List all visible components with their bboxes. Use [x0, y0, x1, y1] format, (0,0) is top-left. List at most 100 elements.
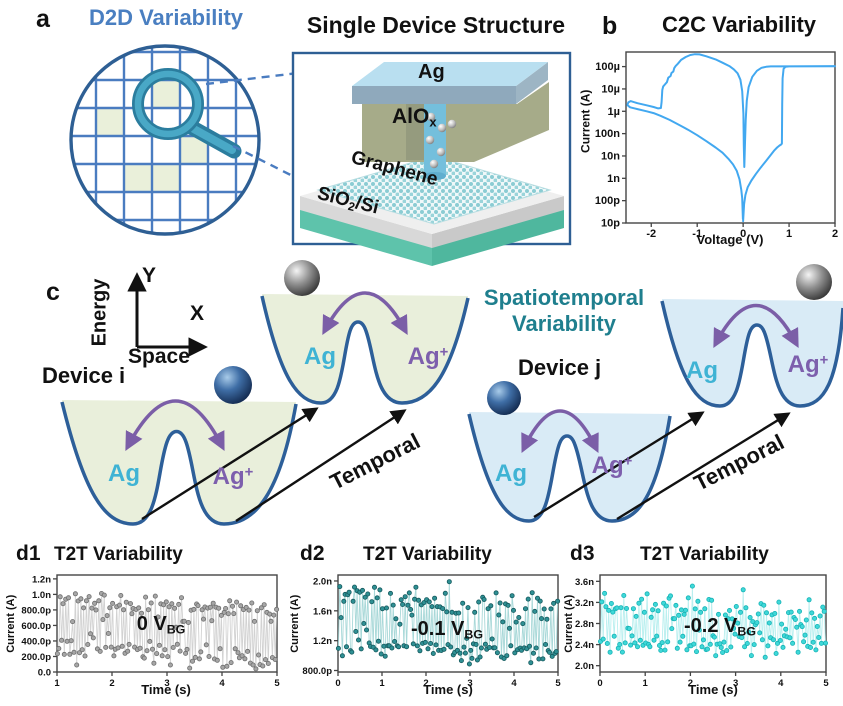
svg-text:2: 2 [423, 678, 428, 689]
svg-text:100µ: 100µ [595, 61, 620, 73]
panel-d3-xlabel: Time (s) [688, 682, 738, 697]
svg-text:-2: -2 [646, 228, 656, 240]
svg-text:3: 3 [733, 678, 738, 689]
space-axis-label: Space [128, 345, 190, 368]
panel-b-title: C2C Variability [661, 12, 817, 37]
svg-text:-1: -1 [692, 228, 702, 240]
svg-text:10p: 10p [601, 218, 620, 230]
panel-d2-annotation: -0.1 VBG [411, 618, 483, 642]
svg-text:1.2n: 1.2n [32, 574, 51, 585]
svg-text:1.6n: 1.6n [313, 606, 332, 617]
device-i-label: Device i [42, 363, 126, 388]
svg-text:1.2n: 1.2n [313, 636, 332, 647]
device-structure-title: Single Device Structure [306, 12, 566, 38]
hopping-arrows [125, 291, 799, 454]
svg-text:2: 2 [688, 678, 693, 689]
svg-text:3: 3 [467, 678, 472, 689]
spatiotemporal-title-line1: Spatiotemporal [483, 285, 645, 310]
svg-text:10µ: 10µ [601, 83, 620, 95]
svg-text:1: 1 [643, 678, 649, 689]
panel-d3-ylabel: Current (A) [563, 594, 576, 653]
ag-well-label-i-front: Ag [304, 343, 336, 370]
panel-d3-title: T2T Variability [640, 544, 769, 565]
svg-text:5: 5 [823, 678, 829, 689]
svg-text:3: 3 [164, 678, 169, 689]
c2c_iv-plot: -2 -1 0 1 2 10p 100p 1n 10n 100n 1µ 10µ 100µ [595, 51, 838, 240]
svg-text:3.2n: 3.2n [575, 598, 594, 609]
ion-spheres [214, 260, 832, 415]
blue-sphere-device-i [214, 366, 252, 404]
panel-d1-ylabel: Current (A) [5, 594, 18, 653]
panel-d3-annotation: -0.2 VBG [684, 615, 756, 639]
svg-text:10n: 10n [601, 150, 620, 162]
rtn-connector-line [56, 593, 278, 669]
svg-text:2.4n: 2.4n [575, 640, 594, 651]
svg-text:2.8n: 2.8n [575, 619, 594, 630]
svg-text:800.0p: 800.0p [302, 666, 332, 677]
rtn-scatter-points [54, 591, 280, 672]
svg-text:100p: 100p [595, 195, 620, 207]
panel-d2-xlabel: Time (s) [423, 682, 473, 697]
oxide-label: AlOx [392, 105, 437, 130]
panel-d2-label: d2 [300, 542, 325, 565]
svg-text:1: 1 [786, 228, 792, 240]
svg-text:0: 0 [740, 228, 746, 240]
t2t_d2-plot: 0 1 2 3 4 5 800.0p 1.2n 1.6n 2.0n [302, 574, 561, 689]
svg-text:4: 4 [219, 678, 225, 689]
rtn-scatter-points [335, 579, 561, 667]
panel-c-label: c [46, 278, 60, 306]
ag-well-label-j-back: Ag [495, 460, 527, 487]
energy-space-axes [127, 272, 208, 357]
svg-text:100n: 100n [595, 128, 620, 140]
x-axis-letter: X [190, 302, 205, 325]
temporal-axis-arrows [141, 407, 791, 523]
svg-text:5: 5 [555, 678, 561, 689]
panel-b-xlabel: Voltage (V) [696, 232, 764, 247]
panel-b-label: b [602, 12, 618, 40]
svg-text:2: 2 [832, 228, 838, 240]
spatiotemporal-title-line2: Variability [512, 311, 616, 336]
graphene-sheet [316, 155, 552, 225]
filament-pillar [424, 104, 446, 176]
panel-d1-xlabel: Time (s) [141, 682, 191, 697]
ag-well-label-j-front: Ag [686, 357, 718, 384]
panel-d1-label: d1 [16, 542, 41, 565]
svg-text:600.0p: 600.0p [21, 621, 51, 632]
panel-d1-annotation: 0 VBG [136, 613, 186, 637]
ag-ion-well-label-j-front: Ag+ [787, 351, 829, 378]
svg-text:200.0p: 200.0p [21, 652, 51, 663]
gray-sphere-device-i [284, 260, 320, 296]
svg-text:1: 1 [379, 678, 385, 689]
ag-well-label-i-back: Ag [108, 460, 140, 487]
svg-text:400.0p: 400.0p [21, 636, 51, 647]
ag-ion-well-label-i-back: Ag+ [212, 463, 254, 490]
svg-text:2.0n: 2.0n [313, 576, 332, 587]
panel-d1-title: T2T Variability [54, 544, 183, 565]
svg-text:1n: 1n [607, 173, 620, 185]
svg-text:4: 4 [778, 678, 784, 689]
blue-sphere-device-j [487, 381, 521, 415]
ag-ion-well-label-i-front: Ag+ [407, 343, 449, 370]
wafer-outline [69, 44, 261, 236]
svg-text:0: 0 [335, 678, 340, 689]
t2t_d3-plot: 0 1 2 3 4 5 2.0n 2.4n 2.8n 3.2n 3.6n [575, 574, 829, 689]
panel-a-title: D2D Variability [88, 5, 244, 30]
iv-sweep-curve [626, 53, 836, 223]
svg-text:2.0n: 2.0n [575, 661, 594, 672]
svg-text:5: 5 [274, 678, 280, 689]
y-axis-letter: Y [142, 264, 157, 287]
panel-a-label: a [36, 5, 50, 33]
gray-sphere-device-j [796, 264, 832, 300]
svg-text:2: 2 [109, 678, 114, 689]
svg-text:0: 0 [597, 678, 602, 689]
panel-d2-title: T2T Variability [363, 544, 492, 565]
device-j-label: Device j [518, 355, 602, 380]
svg-text:1µ: 1µ [608, 106, 620, 118]
panel-b-ylabel: Current (A) [578, 89, 593, 153]
panel-d3-label: d3 [570, 542, 595, 565]
energy-axis-label: Energy [88, 278, 111, 347]
ag-ion-well-label-j-back: Ag+ [591, 452, 633, 479]
